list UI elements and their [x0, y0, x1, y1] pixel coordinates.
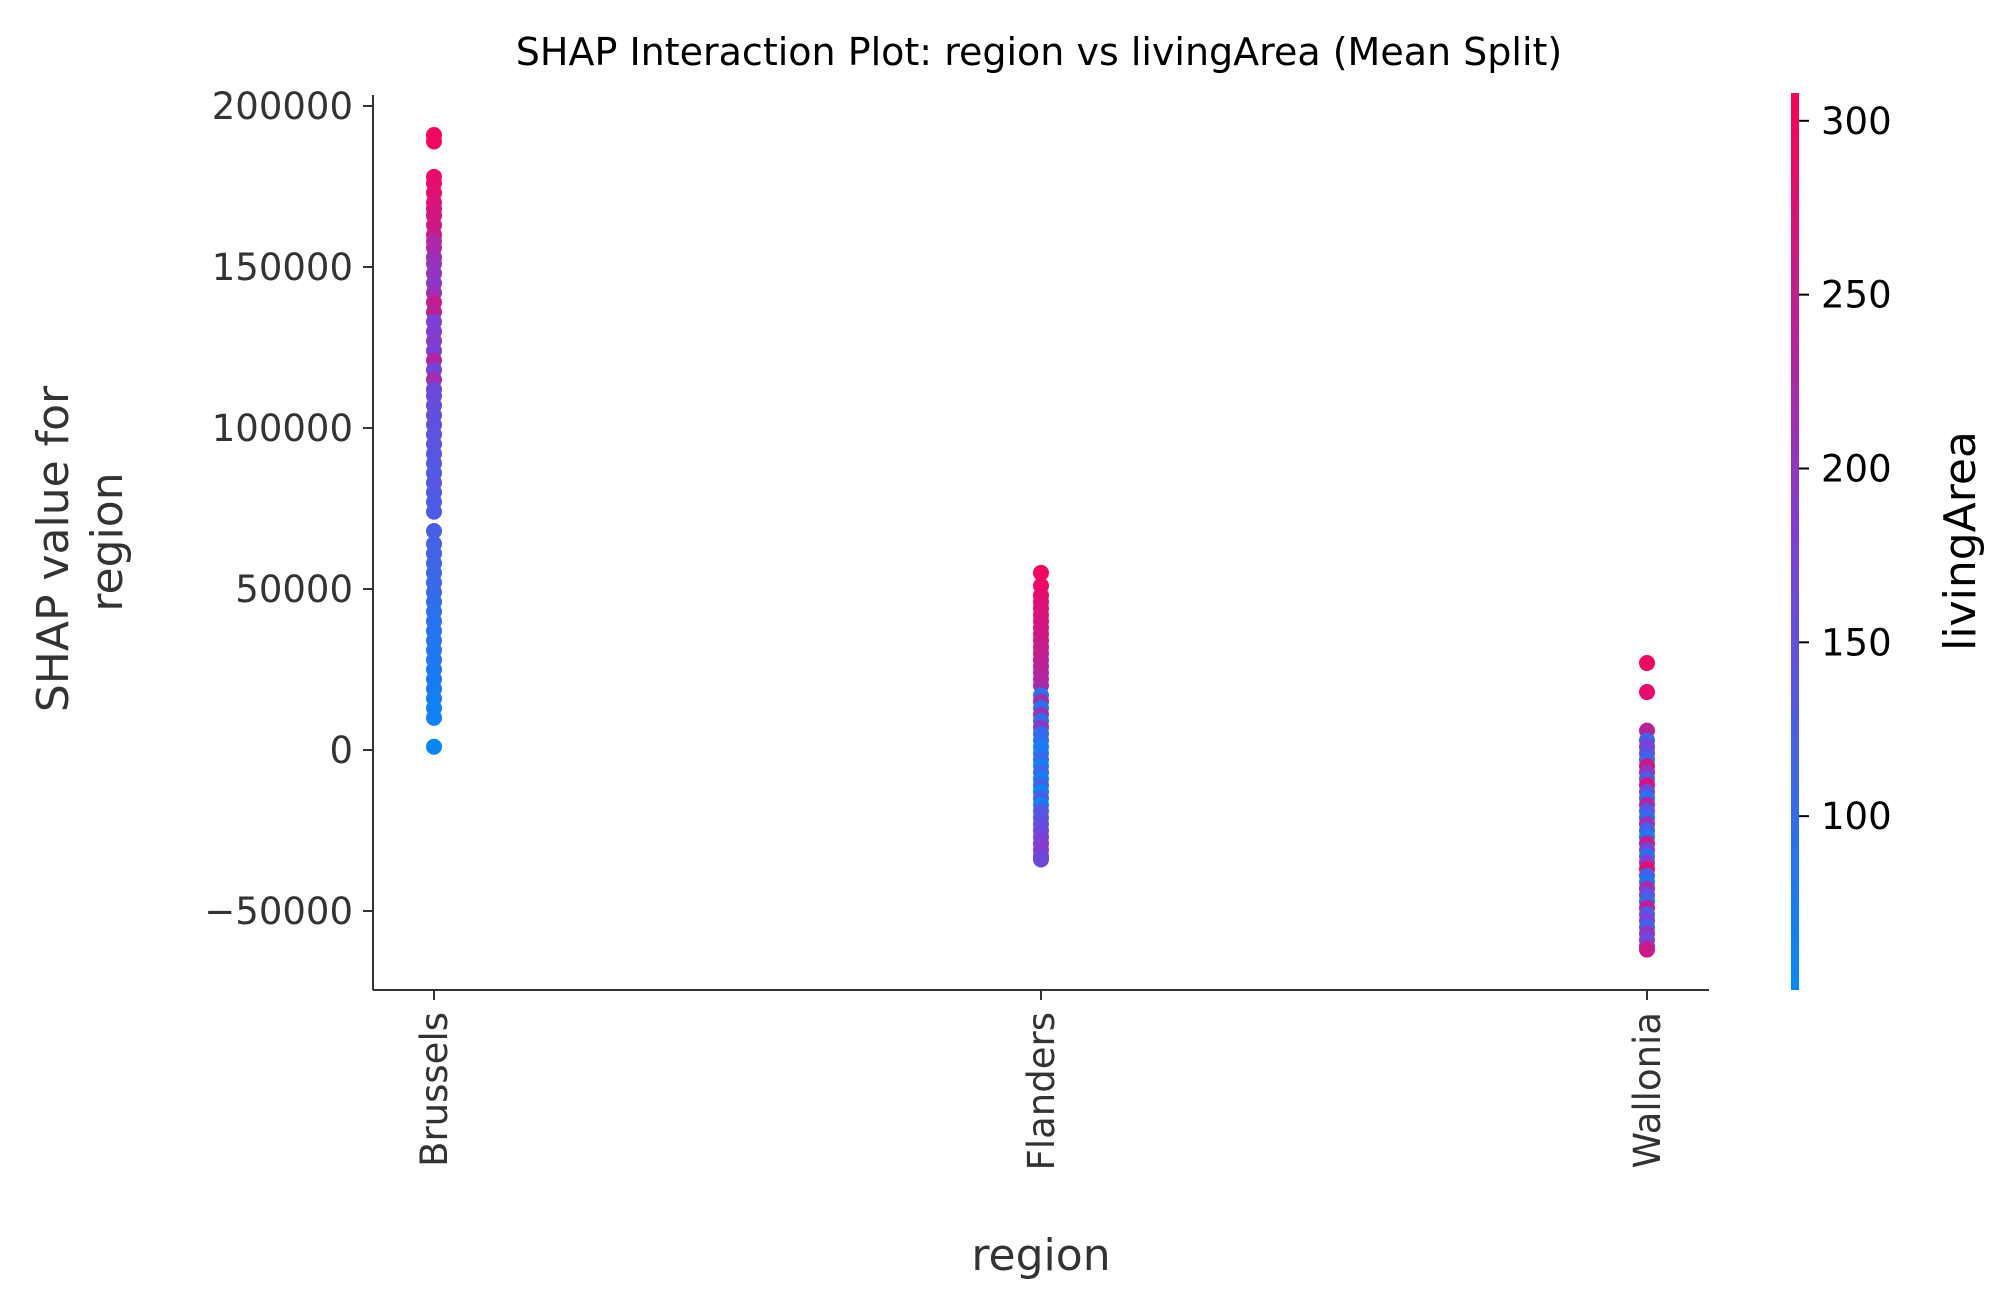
data-point: [1639, 655, 1655, 672]
data-point: [426, 503, 442, 520]
x-tick-label: Brussels: [413, 1012, 456, 1167]
y-tick-label: −50000: [204, 890, 353, 933]
y-ticks: 200000 150000 100000 50000 0 −50000: [204, 85, 373, 933]
colorbar-tick-label: 300: [1821, 100, 1892, 143]
data-point: [426, 738, 442, 755]
colorbar-tick-label: 250: [1821, 274, 1892, 317]
colorbar-tick-label: 150: [1821, 621, 1892, 664]
y-axis-label: SHAP value for region: [28, 372, 133, 712]
y-tick-label: 0: [329, 729, 353, 772]
x-tick-label: Flanders: [1020, 1012, 1063, 1170]
data-point: [426, 523, 442, 540]
x-ticks: Brussels Flanders Wallonia: [413, 990, 1669, 1170]
data-point: [426, 133, 442, 150]
data-point: [426, 709, 442, 726]
y-tick-label: 100000: [212, 407, 353, 450]
colorbar-ticks: 100 150 200 250 300: [1799, 100, 1892, 838]
colorbar-tick-label: 100: [1821, 795, 1892, 838]
data-point: [1033, 564, 1049, 581]
y-axis-label-line-2: region: [82, 472, 133, 611]
y-tick-label: 200000: [212, 85, 353, 128]
y-tick-label: 50000: [235, 568, 353, 611]
data-point: [1639, 941, 1655, 958]
x-axis-label: region: [971, 1230, 1110, 1281]
colorbar-label: livingArea: [1935, 431, 1986, 651]
chart-title: SHAP Interaction Plot: region vs livingA…: [516, 30, 1562, 74]
x-tick-label: Wallonia: [1626, 1012, 1669, 1169]
colorbar-tick-label: 200: [1821, 447, 1892, 490]
colorbar: [1791, 93, 1799, 990]
data-point: [1033, 851, 1049, 868]
data-point: [1639, 684, 1655, 701]
y-tick-label: 150000: [212, 246, 353, 289]
points-layer: [426, 126, 1655, 958]
y-axis-label-line-1: SHAP value for: [28, 385, 79, 712]
